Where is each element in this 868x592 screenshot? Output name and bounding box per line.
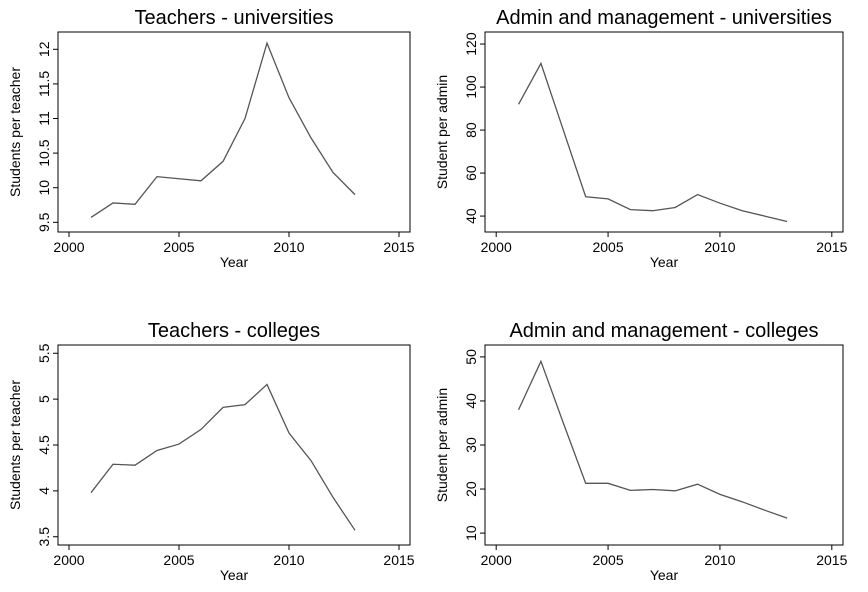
y-tick-label: 120 (463, 32, 479, 56)
y-tick-label: 4 (36, 487, 52, 495)
y-axis-label: Students per teacher (7, 67, 23, 197)
x-tick-label: 2000 (53, 552, 84, 568)
x-axis-label: Year (650, 567, 679, 583)
chart-title: Admin and management - universities (496, 7, 832, 29)
x-tick-label: 2005 (592, 552, 623, 568)
data-line (517, 359, 788, 519)
data-line (90, 383, 356, 531)
y-tick-label: 5 (36, 395, 52, 403)
y-tick-label: 10 (463, 525, 479, 541)
y-tick-label: 10 (36, 180, 52, 196)
data-line (517, 61, 788, 223)
y-tick-label: 40 (463, 208, 479, 224)
plot-frame (57, 344, 411, 546)
x-tick-label: 2015 (816, 552, 847, 568)
x-tick-label: 2010 (704, 239, 735, 255)
plot-frame (57, 31, 411, 233)
y-tick-label: 9.5 (36, 212, 52, 232)
x-tick-label: 2015 (383, 239, 414, 255)
x-tick-label: 2010 (273, 552, 304, 568)
y-tick-label: 60 (463, 165, 479, 181)
x-tick-label: 2000 (53, 239, 84, 255)
x-tick-label: 2005 (592, 239, 623, 255)
y-tick-label: 11.5 (36, 71, 52, 97)
chart-title: Admin and management - colleges (509, 320, 818, 342)
y-tick-label: 20 (463, 481, 479, 497)
y-tick-label: 40 (463, 393, 479, 409)
y-tick-label: 30 (463, 437, 479, 453)
y-tick-label: 12 (36, 41, 52, 57)
data-line (90, 41, 356, 219)
plot-frame (484, 31, 844, 233)
y-axis-label: Student per admin (434, 388, 450, 502)
y-tick-label: 10.5 (36, 139, 52, 166)
plot-frame (484, 344, 844, 546)
x-axis-label: Year (220, 254, 249, 270)
y-tick-label: 4.5 (36, 435, 52, 455)
chart-title: Teachers - universities (135, 7, 334, 29)
y-tick-label: 11 (36, 111, 52, 126)
x-tick-label: 2005 (163, 552, 194, 568)
chart-title: Teachers - colleges (148, 320, 320, 342)
x-axis-label: Year (220, 567, 249, 583)
x-tick-label: 2000 (481, 552, 512, 568)
x-tick-label: 2010 (273, 239, 304, 255)
x-tick-label: 2000 (481, 239, 512, 255)
y-axis-label: Student per admin (434, 75, 450, 189)
y-tick-label: 3.5 (36, 527, 52, 547)
x-tick-label: 2005 (163, 239, 194, 255)
y-tick-label: 50 (463, 349, 479, 365)
y-tick-label: 5.5 (36, 343, 52, 363)
x-tick-label: 2015 (816, 239, 847, 255)
x-tick-label: 2015 (383, 552, 414, 568)
y-tick-label: 100 (463, 75, 479, 99)
x-axis-label: Year (650, 254, 679, 270)
y-axis-label: Students per teacher (7, 380, 23, 510)
y-tick-label: 80 (463, 122, 479, 138)
x-tick-label: 2010 (704, 552, 735, 568)
